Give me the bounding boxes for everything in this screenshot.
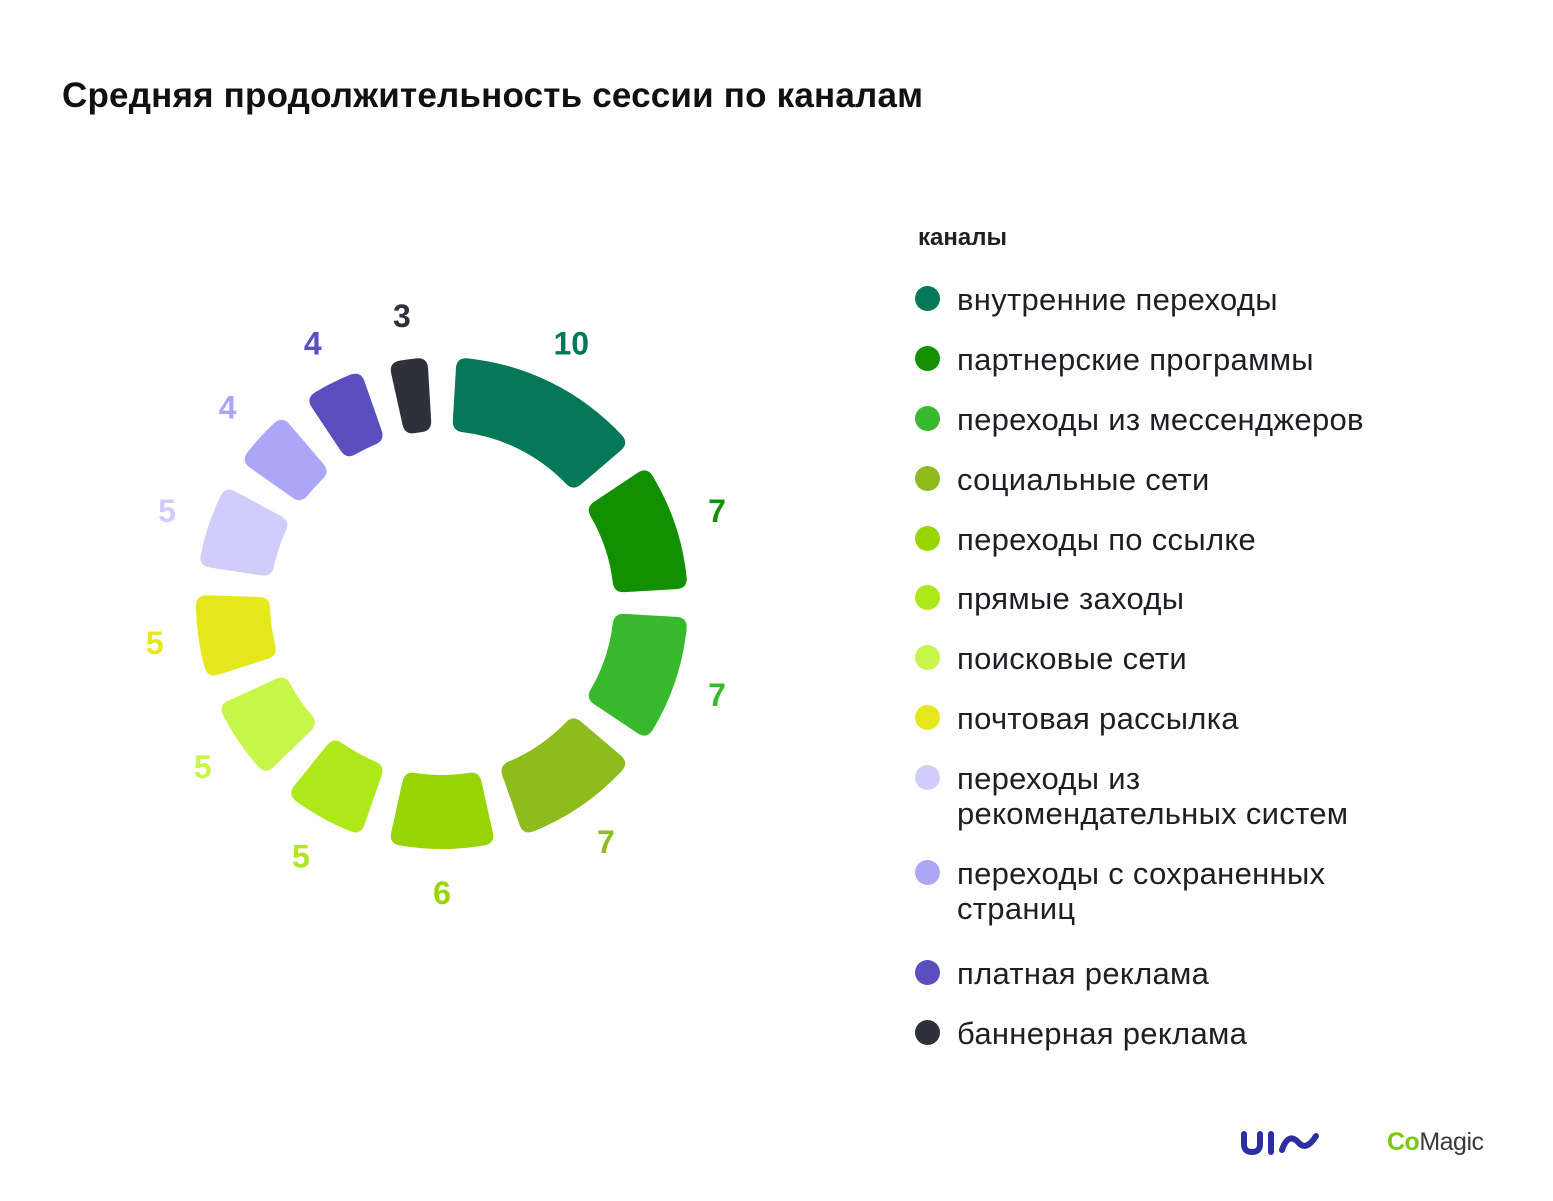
legend-label-line: переходы с сохраненных [957, 856, 1326, 891]
legend-label: переходы из мессенджеров [957, 402, 1497, 437]
legend-label-line: переходы по ссылке [957, 522, 1257, 557]
legend-label: прямые заходы [957, 581, 1497, 616]
uis-logo [1241, 1131, 1319, 1156]
legend-swatch [915, 645, 940, 670]
legend-label-line: прямые заходы [957, 581, 1185, 616]
legend-label: социальные сети [957, 462, 1497, 497]
legend-swatch [915, 346, 940, 371]
legend-swatch [915, 705, 940, 730]
legend-title: каналы [918, 224, 1007, 251]
legend-swatch [915, 960, 940, 985]
legend-label: партнерские программы [957, 342, 1497, 377]
legend-swatch [915, 765, 940, 790]
value-label-1: 10 [553, 325, 589, 361]
slice-2 [588, 470, 687, 593]
legend-label-line: социальные сети [957, 462, 1210, 497]
slice-11 [309, 373, 383, 457]
legend-label-line: страниц [957, 891, 1076, 926]
value-label-9: 5 [158, 493, 176, 529]
legend-label-line: переходы из мессенджеров [957, 402, 1364, 437]
legend-label: переходы из рекомендательных систем [957, 761, 1497, 831]
legend-label: переходы по ссылке [957, 522, 1497, 557]
slice-1 [452, 358, 626, 488]
legend-swatch [915, 860, 940, 885]
legend-swatch [915, 286, 940, 311]
slice-7 [221, 677, 315, 771]
value-label-12: 3 [393, 298, 411, 334]
comagic-logo-magic: Magic [1419, 1128, 1484, 1156]
slice-12 [390, 358, 432, 434]
legend-swatch [915, 406, 940, 431]
value-label-7: 5 [194, 749, 212, 785]
value-label-5: 6 [433, 875, 451, 911]
legend-label-line: баннерная реклама [957, 1016, 1248, 1051]
value-label-3: 7 [708, 677, 726, 713]
comagic-logo-co: Co [1387, 1128, 1420, 1156]
value-label-2: 7 [708, 493, 726, 529]
donut-slices [196, 358, 687, 849]
legend-label: внутренние переходы [957, 282, 1497, 317]
legend-label-line: партнерские программы [957, 342, 1314, 377]
value-label-11: 4 [304, 325, 322, 361]
legend-label: почтовая рассылка [957, 701, 1497, 736]
legend-label-line: рекомендательных систем [957, 796, 1349, 831]
value-labels: 10 7 7 7 6 5 5 5 5 4 4 3 [146, 298, 726, 911]
slice-10 [244, 419, 327, 501]
slice-9 [200, 489, 288, 576]
slice-8 [196, 595, 276, 676]
legend-label-line: почтовая рассылка [957, 701, 1239, 736]
legend-label: поисковые сети [957, 641, 1497, 676]
legend-swatch [915, 1020, 940, 1045]
legend-label-line: платная реклама [957, 956, 1210, 991]
legend-label-line: поисковые сети [957, 641, 1188, 676]
slice-3 [588, 613, 687, 736]
legend-label-line: переходы из [957, 761, 1141, 796]
value-label-6: 5 [292, 838, 310, 874]
slice-4 [501, 718, 626, 833]
legend-swatch [915, 585, 940, 610]
legend-label: переходы с сохраненных страниц [957, 856, 1497, 926]
value-label-10: 4 [219, 390, 237, 426]
donut-chart: 10 7 7 7 6 5 5 5 5 4 4 3 [146, 298, 726, 911]
comagic-logo: CoMagic [1387, 1128, 1484, 1157]
value-label-8: 5 [146, 625, 164, 661]
slice-6 [291, 740, 383, 833]
chart-title: Средняя продолжительность сессии по кана… [62, 76, 924, 115]
slice-5 [390, 772, 494, 849]
legend-label-line: внутренние переходы [957, 282, 1278, 317]
legend-swatch [915, 466, 940, 491]
legend-label: баннерная реклама [957, 1016, 1497, 1051]
legend-swatch [915, 526, 940, 551]
value-label-4: 7 [597, 824, 615, 860]
legend-label: платная реклама [957, 956, 1497, 991]
